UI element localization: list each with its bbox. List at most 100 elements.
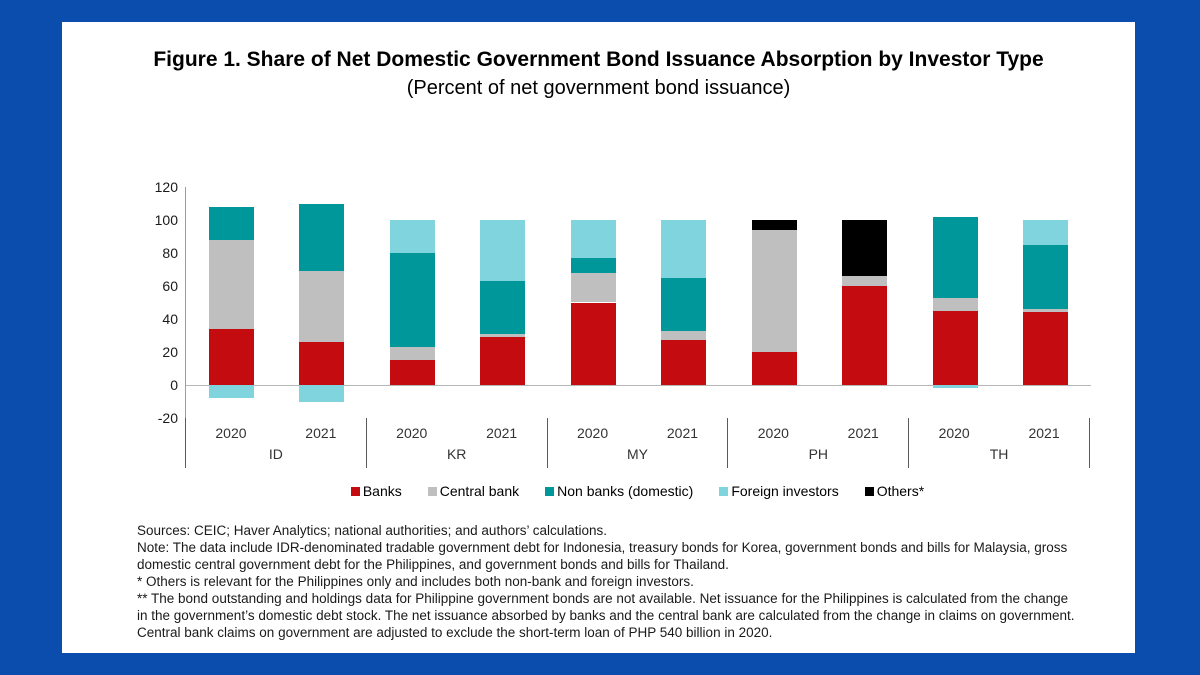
bar-segment-banks-ph-2021 — [842, 286, 888, 385]
x-country-label: PH — [808, 446, 829, 462]
legend-swatch-foreign-investors — [719, 486, 729, 496]
y-axis-labels: 120 100 80 60 40 20 0 -20 — [140, 179, 185, 426]
bar-cell-ph-2020 — [729, 187, 820, 418]
x-year-row: 2020 2021 — [728, 425, 908, 441]
bar-segment-foreign-investors-id-2021 — [299, 385, 345, 402]
legend-label: Banks — [362, 483, 402, 499]
bar-segment-non-banks-domestic-id-2020 — [208, 206, 254, 240]
bar-segment-foreign-investors-my-2020 — [570, 220, 616, 258]
stacked-bar-chart: 120 100 80 60 40 20 0 -20 — [140, 179, 1091, 426]
x-year-label: 2021 — [305, 425, 337, 441]
legend-swatch-central-bank — [427, 486, 437, 496]
footnote-asterisk: * Others is relevant for the Philippines… — [137, 574, 694, 589]
x-group-my: 2020 2021 MY — [546, 418, 728, 468]
legend-item-central-bank: Central bank — [427, 483, 520, 499]
legend-label: Non banks (domestic) — [557, 483, 694, 499]
figure-subtitle: (Percent of net government bond issuance… — [406, 76, 791, 99]
bar-cell-ph-2021 — [820, 187, 911, 418]
legend-label: Central bank — [439, 483, 520, 499]
bar-segment-central-bank-ph-2021 — [842, 276, 888, 286]
x-country-label: TH — [989, 446, 1009, 462]
bar-group-ph — [729, 187, 910, 418]
bar-segment-foreign-investors-th-2020 — [932, 385, 978, 389]
bar-segment-foreign-investors-kr-2020 — [389, 220, 435, 253]
legend-swatch-others — [864, 486, 874, 496]
y-tick-label: 40 — [162, 311, 178, 327]
bar-segment-banks-id-2021 — [299, 342, 345, 385]
bar-kr-2020 — [389, 187, 435, 418]
legend-swatch-non-banks-domestic — [545, 486, 555, 496]
bar-segment-banks-kr-2021 — [480, 337, 526, 385]
legend-item-foreign-investors: Foreign investors — [719, 483, 839, 499]
bar-group-kr — [367, 187, 548, 418]
x-year-label: 2020 — [396, 425, 428, 441]
bar-segment-central-bank-ph-2020 — [751, 229, 797, 352]
bar-group-th — [910, 187, 1091, 418]
zero-axis-line — [186, 385, 1091, 386]
bar-segment-banks-my-2020 — [570, 302, 616, 385]
bar-segment-central-bank-kr-2021 — [480, 333, 526, 338]
legend: Banks Central bank Non banks (domestic) For… — [185, 483, 1090, 499]
bar-segment-central-bank-th-2020 — [932, 297, 978, 311]
legend-item-others: Others* — [864, 483, 925, 499]
bar-id-2021 — [299, 187, 345, 418]
bar-segment-banks-th-2021 — [1023, 312, 1069, 385]
x-year-row: 2020 2021 — [548, 425, 728, 441]
bar-th-2020 — [932, 187, 978, 418]
y-tick-label: 60 — [162, 278, 178, 294]
bar-cell-id-2021 — [277, 187, 368, 418]
x-year-label: 2020 — [757, 425, 789, 441]
legend-label: Others* — [876, 483, 925, 499]
x-year-label: 2021 — [847, 425, 879, 441]
bar-cell-my-2021 — [639, 187, 730, 418]
x-group-th: 2020 2021 TH — [908, 418, 1090, 468]
figure-title: Figure 1. Share of Net Domestic Governme… — [153, 48, 1044, 71]
bar-segment-central-bank-my-2021 — [661, 330, 707, 341]
legend-item-non-banks-domestic: Non banks (domestic) — [545, 483, 693, 499]
bar-segment-non-banks-domestic-kr-2021 — [480, 281, 526, 334]
bar-segment-central-bank-id-2021 — [299, 271, 345, 343]
x-country-label: KR — [446, 446, 467, 462]
bar-segment-banks-kr-2020 — [389, 360, 435, 385]
bar-segment-others-ph-2021 — [842, 220, 888, 277]
x-year-row: 2020 2021 — [186, 425, 366, 441]
bar-segment-non-banks-domestic-kr-2020 — [389, 253, 435, 348]
bar-cell-th-2021 — [1001, 187, 1092, 418]
bar-segment-non-banks-domestic-my-2021 — [661, 277, 707, 331]
bar-my-2021 — [661, 187, 707, 418]
figure-panel: Figure 1. Share of Net Domestic Governme… — [62, 22, 1135, 653]
bar-cell-kr-2020 — [367, 187, 458, 418]
bar-group-my — [548, 187, 729, 418]
x-country-label: ID — [268, 446, 283, 462]
legend-swatch-banks — [350, 486, 360, 496]
bar-segment-non-banks-domestic-th-2021 — [1023, 244, 1069, 310]
bar-segment-non-banks-domestic-th-2020 — [932, 216, 978, 298]
y-tick-label: 0 — [170, 377, 178, 393]
bar-segment-others-ph-2020 — [751, 220, 797, 230]
y-tick-label: 120 — [154, 179, 178, 195]
x-year-label: 2021 — [1028, 425, 1060, 441]
bar-segment-central-bank-my-2020 — [570, 272, 616, 303]
x-group-ph: 2020 2021 PH — [727, 418, 908, 468]
bar-kr-2021 — [480, 187, 526, 418]
x-group-id: 2020 2021 ID — [185, 418, 366, 468]
bar-segment-foreign-investors-kr-2021 — [480, 220, 526, 282]
bar-segment-non-banks-domestic-my-2020 — [570, 257, 616, 273]
bar-id-2020 — [208, 187, 254, 418]
bar-cell-th-2020 — [910, 187, 1001, 418]
y-tick-label: 100 — [154, 212, 178, 228]
x-year-label: 2020 — [938, 425, 970, 441]
x-group-kr: 2020 2021 KR — [365, 418, 547, 468]
x-year-label: 2020 — [215, 425, 247, 441]
footnotes: Sources: CEIC; Haver Analytics; national… — [137, 522, 1082, 641]
x-year-row: 2020 2021 — [367, 425, 547, 441]
legend-label: Foreign investors — [731, 483, 839, 499]
bar-group-id — [186, 187, 367, 418]
y-tick-label: 20 — [162, 344, 178, 360]
footnote-note: Note: The data include IDR-denominated t… — [137, 540, 1068, 572]
x-year-label: 2020 — [576, 425, 609, 441]
bar-segment-banks-my-2021 — [661, 340, 707, 385]
x-country-label: MY — [626, 446, 648, 462]
bar-segment-banks-ph-2020 — [751, 352, 797, 385]
